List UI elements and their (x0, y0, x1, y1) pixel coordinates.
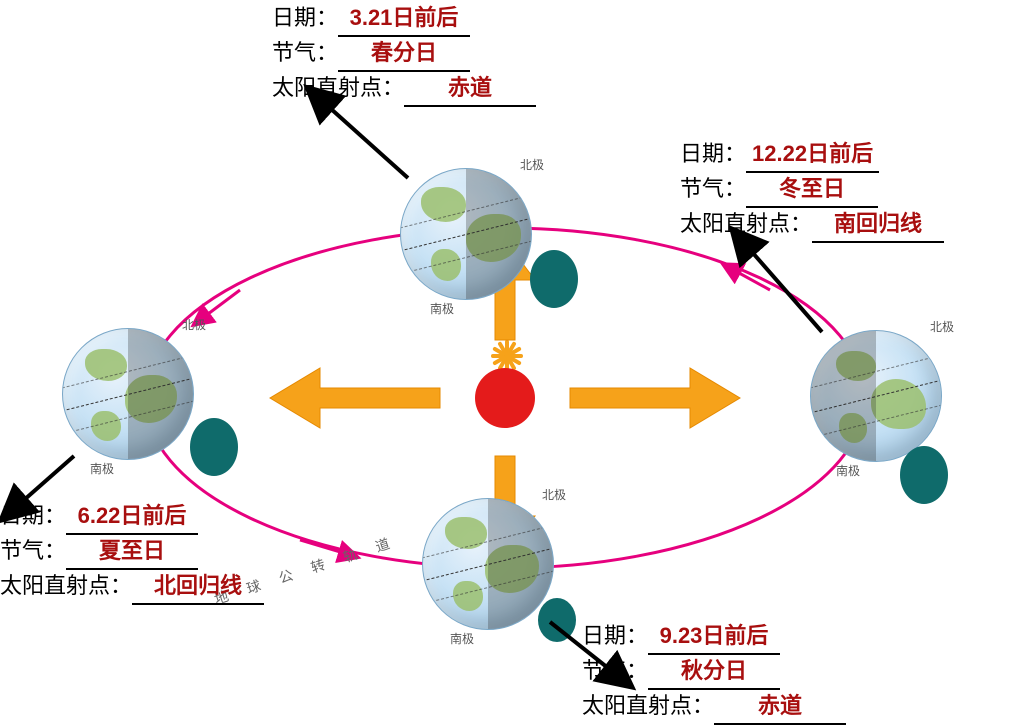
val-term-left: 夏至日 (66, 535, 198, 570)
val-date-top: 3.21日前后 (338, 2, 470, 37)
val-subsolar-bottom: 赤道 (714, 690, 846, 725)
label-block-right: 日期：12.22日前后 节气：冬至日 太阳直射点：南回归线 (680, 138, 944, 243)
label-block-top: 日期：3.21日前后 节气：春分日 太阳直射点：赤道 (272, 2, 536, 107)
val-subsolar-left: 北回归线 (132, 570, 264, 605)
key-term: 节气： (582, 655, 648, 687)
key-subsolar: 太阳直射点： (0, 570, 132, 602)
key-date: 日期： (0, 500, 66, 532)
val-subsolar-top: 赤道 (404, 72, 536, 107)
revolution-diagram: 地 球 公 转 轨 道 (0, 0, 1015, 724)
val-subsolar-right: 南回归线 (812, 208, 944, 243)
val-term-top: 春分日 (338, 37, 470, 72)
key-date: 日期： (272, 2, 338, 34)
val-term-right: 冬至日 (746, 173, 878, 208)
callout-arrows (0, 0, 1015, 724)
key-subsolar: 太阳直射点： (272, 72, 404, 104)
key-subsolar: 太阳直射点： (582, 690, 714, 722)
label-block-left: 日期：6.22日前后 节气：夏至日 太阳直射点：北回归线 (0, 500, 264, 605)
label-block-bottom: 日期：9.23日前后 节气：秋分日 太阳直射点：赤道 (582, 620, 846, 725)
key-term: 节气： (0, 535, 66, 567)
key-term: 节气： (680, 173, 746, 205)
val-date-right: 12.22日前后 (746, 138, 879, 173)
val-term-bottom: 秋分日 (648, 655, 780, 690)
val-date-left: 6.22日前后 (66, 500, 198, 535)
val-date-bottom: 9.23日前后 (648, 620, 780, 655)
key-date: 日期： (680, 138, 746, 170)
key-subsolar: 太阳直射点： (680, 208, 812, 240)
key-date: 日期： (582, 620, 648, 652)
key-term: 节气： (272, 37, 338, 69)
